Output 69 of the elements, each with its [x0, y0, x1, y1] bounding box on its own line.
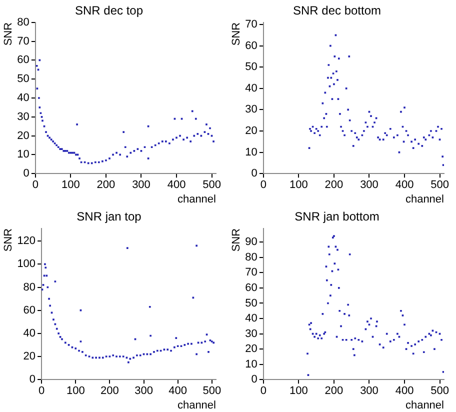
x-tick-label: 400: [168, 385, 188, 398]
y-tick-label: 0: [251, 374, 258, 386]
x-tick-label: 500: [430, 385, 449, 398]
y-axis-title: SNR: [2, 22, 15, 46]
y-tick-label: 40: [17, 92, 30, 104]
y-tick-label: 0: [251, 168, 258, 180]
chart-title: SNR dec top: [74, 4, 144, 18]
x-tick-label: 300: [360, 385, 378, 398]
x-tick-label: 0: [260, 179, 266, 192]
y-tick-label: 90: [245, 236, 258, 248]
y-tick-label: 60: [245, 282, 258, 294]
x-tick-label: 100: [290, 179, 308, 192]
x-tick-label: 500: [430, 179, 449, 192]
x-tick-label: 0: [260, 385, 266, 398]
y-tick-label: 70: [245, 18, 258, 31]
y-tick-label: 0: [29, 374, 36, 386]
y-tick-label: 70: [245, 266, 258, 279]
x-tick-label: 100: [62, 179, 80, 192]
y-tick-label: 0: [23, 168, 30, 180]
y-tick-label: 30: [17, 110, 30, 123]
y-tick-label: 50: [245, 297, 258, 310]
y-tick-label: 20: [245, 125, 258, 138]
x-tick-label: 500: [202, 385, 222, 398]
y-tick-label: 70: [17, 35, 30, 48]
y-tick-label: 100: [17, 258, 36, 270]
x-axis-title: channel: [177, 399, 216, 412]
y-tick-label: 10: [17, 148, 30, 161]
x-tick-label: 200: [96, 179, 116, 192]
x-tick-label: 300: [132, 179, 150, 192]
x-tick-label: 200: [324, 385, 344, 398]
y-tick-label: 20: [23, 350, 36, 363]
y-tick-label: 40: [23, 327, 36, 340]
x-tick-label: 400: [395, 179, 414, 192]
chart-title: SNR dec bottom: [292, 4, 382, 18]
x-tick-label: 0: [38, 385, 45, 398]
y-tick-label: 60: [17, 54, 30, 66]
y-tick-label: 80: [245, 251, 258, 264]
x-axis-title: channel: [405, 399, 444, 412]
chart-title: SNR jan bottom: [294, 210, 380, 224]
y-axis-title: SNR: [2, 228, 15, 252]
x-tick-label: 200: [100, 385, 119, 398]
y-tick-label: 30: [245, 328, 258, 340]
y-tick-label: 20: [245, 343, 258, 356]
x-tick-label: 300: [360, 179, 378, 192]
y-axis-title: SNR: [230, 228, 243, 252]
y-tick-label: 50: [245, 61, 258, 74]
y-tick-label: 50: [17, 73, 30, 86]
y-tick-label: 10: [245, 358, 258, 370]
y-tick-label: 40: [245, 312, 258, 325]
y-tick-label: 80: [17, 16, 30, 28]
y-axis-title: SNR: [230, 22, 243, 46]
y-tick-label: 10: [245, 146, 258, 158]
y-tick-label: 30: [245, 104, 258, 116]
chart-title: SNR jan top: [76, 210, 142, 224]
x-axis-title: channel: [405, 193, 444, 206]
x-tick-label: 400: [395, 385, 414, 398]
x-tick-label: 100: [66, 385, 85, 398]
y-tick-label: 60: [245, 40, 258, 52]
x-tick-label: 400: [167, 179, 186, 192]
x-tick-label: 100: [290, 385, 308, 398]
y-tick-label: 60: [23, 304, 36, 316]
x-tick-label: 200: [324, 179, 344, 192]
x-tick-label: 300: [134, 385, 153, 398]
y-tick-label: 120: [17, 235, 36, 248]
x-axis-title: channel: [177, 193, 216, 206]
x-tick-label: 500: [202, 179, 221, 192]
y-tick-label: 80: [23, 281, 36, 294]
y-tick-label: 40: [245, 82, 258, 94]
y-tick-label: 20: [17, 130, 30, 142]
